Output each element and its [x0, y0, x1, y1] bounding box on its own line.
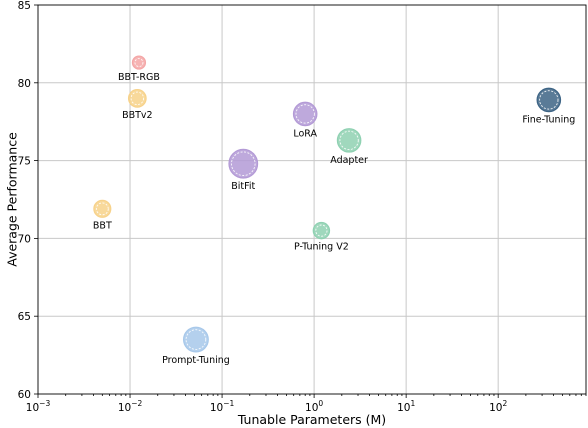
y-tick-label: 85 — [18, 0, 31, 12]
point-labels: BBT-RGB BBTv2 BBT Prompt-Tuning BitFit LoRA P-… — [93, 72, 575, 366]
point-label: BBT — [93, 220, 112, 231]
point-label: Fine-Tuning — [522, 115, 575, 126]
x-tick-label: 10−2 — [118, 399, 143, 414]
x-tick-label: 10−1 — [210, 399, 235, 414]
point-marker-ring — [134, 58, 144, 68]
point-marker — [182, 326, 209, 353]
data-point — [536, 87, 562, 113]
grid-lines — [38, 5, 586, 394]
point-label: P-Tuning V2 — [294, 242, 349, 253]
point-marker — [292, 101, 318, 127]
y-tick-label: 65 — [18, 311, 31, 323]
x-axis-ticks: 10−3 10−2 10−1 100 101 102 — [26, 394, 587, 414]
point-marker-ring — [185, 329, 207, 350]
y-axis-label: Average Performance — [5, 132, 20, 267]
data-point — [131, 55, 147, 70]
point-marker-ring — [231, 151, 256, 176]
x-tick-label: 102 — [489, 399, 507, 414]
data-point — [127, 88, 147, 108]
y-tick-label: 60 — [18, 389, 31, 401]
point-marker-ring — [95, 202, 109, 216]
data-points — [93, 55, 562, 353]
point-marker — [228, 148, 259, 179]
data-point — [182, 326, 209, 353]
x-tick-label: 10−3 — [26, 399, 51, 414]
point-marker-ring — [339, 130, 359, 151]
data-point — [93, 199, 112, 218]
point-marker — [336, 128, 362, 153]
x-tick-label: 100 — [305, 399, 323, 414]
point-marker-ring — [295, 104, 315, 124]
y-axis-ticks: 60 65 70 75 80 85 — [18, 0, 38, 401]
data-point — [336, 128, 362, 153]
point-label: BitFit — [231, 181, 255, 192]
point-marker-ring — [315, 224, 328, 237]
point-label: Prompt-Tuning — [162, 355, 230, 366]
point-label: LoRA — [293, 129, 317, 140]
point-marker — [131, 55, 147, 70]
y-tick-label: 70 — [18, 233, 31, 245]
data-point — [312, 221, 331, 240]
y-tick-label: 75 — [18, 156, 31, 168]
plot-frame — [37, 4, 587, 395]
point-marker-ring — [130, 91, 145, 106]
point-marker — [536, 87, 562, 113]
data-point — [292, 101, 318, 127]
point-label: BBTv2 — [122, 110, 153, 121]
x-tick-label: 101 — [397, 399, 415, 414]
y-tick-label: 80 — [18, 78, 31, 90]
x-axis-label: Tunable Parameters (M) — [237, 412, 386, 427]
point-label: Adapter — [330, 155, 368, 166]
data-point — [228, 148, 259, 179]
point-label: BBT-RGB — [118, 72, 160, 83]
point-marker-ring — [539, 90, 559, 110]
